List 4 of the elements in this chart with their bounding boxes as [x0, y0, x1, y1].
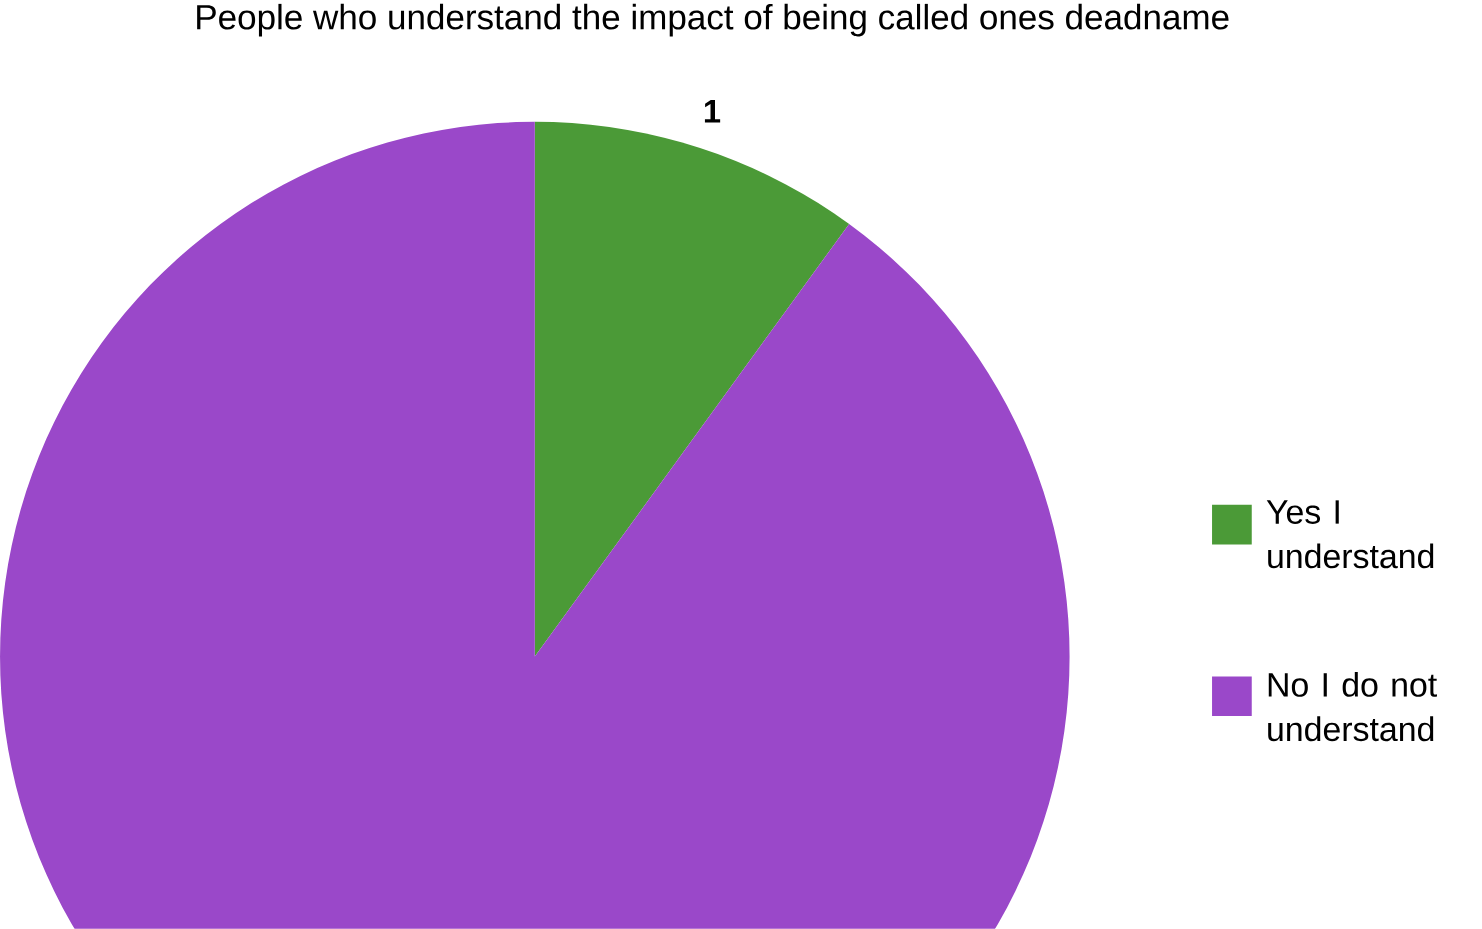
legend-label: No I do not understand [1268, 672, 1437, 742]
legend-label: Yes I understand [1266, 500, 1434, 569]
chart-title: People who understand the impact of being called ones deadname [197, 4, 1229, 37]
data-label: 1 [704, 100, 721, 123]
